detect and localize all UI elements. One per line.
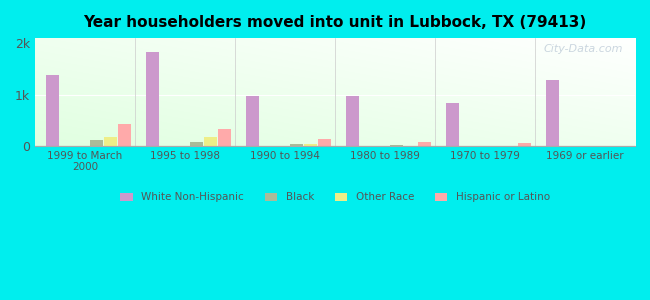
Bar xyxy=(90,140,103,146)
Bar xyxy=(291,145,304,146)
Bar xyxy=(47,75,60,146)
Bar xyxy=(419,142,432,146)
Bar xyxy=(118,124,131,146)
Bar xyxy=(105,137,118,146)
Title: Year householders moved into unit in Lubbock, TX (79413): Year householders moved into unit in Lub… xyxy=(83,15,586,30)
Bar xyxy=(346,96,359,146)
Bar xyxy=(246,96,259,146)
Bar xyxy=(547,80,560,146)
Text: City-Data.com: City-Data.com xyxy=(543,44,623,53)
Bar xyxy=(447,103,460,146)
Legend: White Non-Hispanic, Black, Other Race, Hispanic or Latino: White Non-Hispanic, Black, Other Race, H… xyxy=(120,192,550,202)
Bar xyxy=(318,139,332,146)
Bar xyxy=(218,129,231,146)
Bar xyxy=(304,144,317,146)
Bar xyxy=(190,142,203,146)
Bar xyxy=(205,136,218,146)
Bar xyxy=(146,52,159,146)
Bar xyxy=(519,143,532,146)
